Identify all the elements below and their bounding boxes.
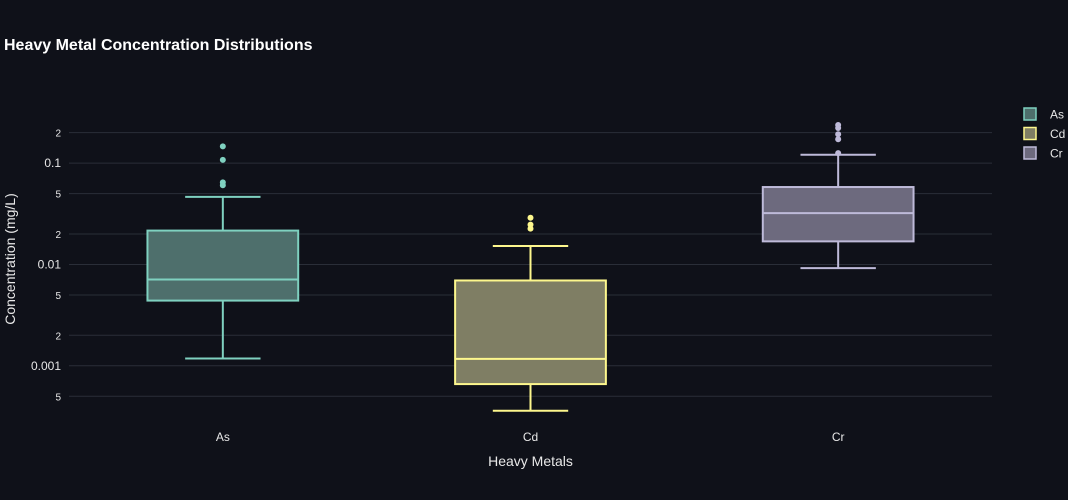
- y-axis-title: Concentration (mg/L): [2, 193, 18, 325]
- chart-title: Heavy Metal Concentration Distributions: [4, 37, 313, 54]
- outlier-point[interactable]: [527, 221, 534, 228]
- plot-area[interactable]: [146, 121, 915, 412]
- legend-swatch: [1023, 146, 1037, 160]
- y-tick-label: 2: [55, 331, 61, 342]
- legend-swatch: [1023, 107, 1037, 121]
- x-axis-ticks: As Cd Cr: [216, 430, 845, 444]
- y-tick-label: 5: [55, 392, 61, 403]
- y-axis-ticks: 0.001 0.01 0.1 5 2 5 2 5 2: [31, 129, 61, 404]
- legend-label: Cd: [1050, 127, 1065, 141]
- legend-item-cr[interactable]: Cr: [1023, 146, 1063, 161]
- box-iqr[interactable]: [146, 229, 300, 302]
- legend-item-as[interactable]: As: [1023, 107, 1064, 122]
- x-tick-label: As: [216, 430, 230, 444]
- y-tick-label: 0.001: [31, 359, 61, 373]
- outlier-point[interactable]: [219, 143, 226, 150]
- box-iqr[interactable]: [454, 279, 607, 386]
- outlier-point[interactable]: [835, 150, 842, 157]
- box-iqr[interactable]: [761, 186, 915, 243]
- y-tick-label: 5: [55, 291, 61, 302]
- x-tick-label: Cr: [832, 430, 845, 444]
- y-tick-label: 2: [55, 230, 61, 241]
- legend-item-cd[interactable]: Cd: [1023, 126, 1065, 141]
- legend-label: As: [1050, 108, 1064, 122]
- outlier-point[interactable]: [219, 179, 226, 186]
- box-cr[interactable]: [761, 121, 915, 270]
- outlier-point[interactable]: [219, 156, 226, 163]
- legend[interactable]: As Cd Cr: [1023, 107, 1065, 161]
- legend-label: Cr: [1050, 147, 1063, 161]
- legend-swatch: [1023, 126, 1037, 141]
- y-tick-label: 0.01: [38, 257, 62, 271]
- x-tick-label: Cd: [523, 430, 538, 444]
- outlier-point[interactable]: [527, 214, 534, 221]
- box-as[interactable]: [146, 143, 300, 360]
- y-tick-label: 2: [55, 129, 61, 140]
- y-tick-label: 0.1: [44, 156, 61, 170]
- x-axis-title: Heavy Metals: [488, 453, 573, 469]
- outlier-point[interactable]: [835, 121, 842, 128]
- outlier-point[interactable]: [835, 136, 842, 143]
- outlier-point[interactable]: [835, 131, 842, 138]
- y-tick-label: 5: [55, 190, 61, 201]
- box-cd[interactable]: [454, 214, 607, 412]
